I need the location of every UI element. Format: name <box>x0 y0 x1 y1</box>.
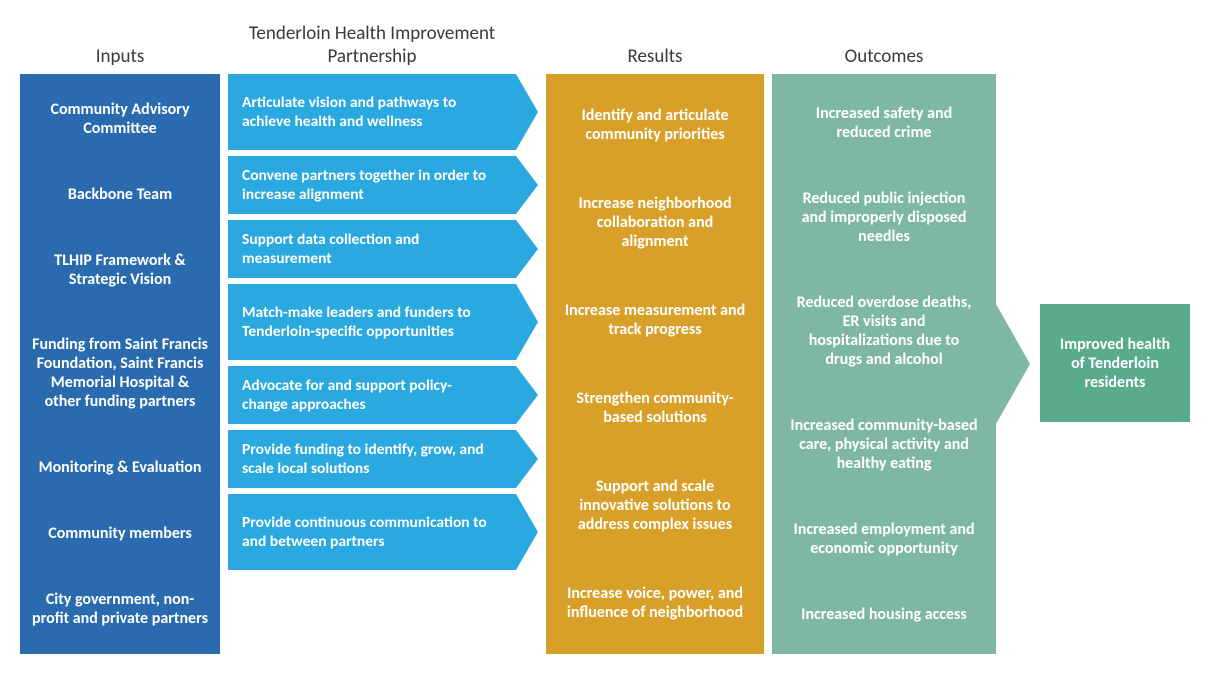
header-partnership: Tenderloin Health Improvement Partnershi… <box>228 20 516 74</box>
outcomes-arrow: Increased safety and reduced crime Reduc… <box>772 74 996 654</box>
inputs-item: Backbone Team <box>32 185 208 204</box>
outcomes-item: Reduced overdose deaths, ER visits and h… <box>790 293 978 369</box>
partnership-arrow: Provide continuous communication to and … <box>228 494 516 570</box>
results-item: Strengthen community-based solutions <box>562 389 748 427</box>
partnership-arrow-list: Articulate vision and pathways to achiev… <box>228 74 516 570</box>
inputs-item: Funding from Saint Francis Foundation, S… <box>32 335 208 411</box>
partnership-arrow: Convene partners together in order to in… <box>228 156 516 214</box>
results-item: Support and scale innovative solutions t… <box>562 477 748 534</box>
results-item: Increase voice, power, and influence of … <box>562 584 748 622</box>
inputs-item: City government, non-profit and private … <box>32 590 208 628</box>
spacer <box>1040 20 1190 304</box>
outcomes-item: Increased community-based care, physical… <box>790 416 978 473</box>
column-results: Results Identify and articulate communit… <box>546 20 764 654</box>
partnership-arrow: Articulate vision and pathways to achiev… <box>228 74 516 150</box>
inputs-box: Community Advisory Committee Backbone Te… <box>20 74 220 654</box>
inputs-item: Community Advisory Committee <box>32 100 208 138</box>
partnership-arrow: Advocate for and support policy-change a… <box>228 366 516 424</box>
header-results: Results <box>546 20 764 74</box>
header-outcomes: Outcomes <box>772 20 996 74</box>
results-box: Identify and articulate community priori… <box>546 74 764 654</box>
inputs-item: Community members <box>32 524 208 543</box>
logic-model-diagram: Inputs Community Advisory Committee Back… <box>20 20 1206 654</box>
outcomes-item: Reduced public injection and improperly … <box>790 189 978 246</box>
outcomes-item: Increased employment and economic opport… <box>790 520 978 558</box>
results-item: Increase measurement and track progress <box>562 301 748 339</box>
column-final: Improved health of Tenderloin residents <box>1040 20 1190 422</box>
results-item: Increase neighborhood collaboration and … <box>562 194 748 251</box>
partnership-arrow: Match-make leaders and funders to Tender… <box>228 284 516 360</box>
outcomes-item: Increased housing access <box>790 605 978 624</box>
partnership-arrow: Provide funding to identify, grow, and s… <box>228 430 516 488</box>
column-inputs: Inputs Community Advisory Committee Back… <box>20 20 220 654</box>
inputs-item: TLHIP Framework & Strategic Vision <box>32 251 208 289</box>
inputs-item: Monitoring & Evaluation <box>32 458 208 477</box>
final-outcome-box: Improved health of Tenderloin residents <box>1040 304 1190 422</box>
column-partnership: Tenderloin Health Improvement Partnershi… <box>228 20 516 570</box>
outcomes-item: Increased safety and reduced crime <box>790 104 978 142</box>
results-item: Identify and articulate community priori… <box>562 106 748 144</box>
partnership-arrow: Support data collection and measurement <box>228 220 516 278</box>
header-inputs: Inputs <box>20 20 220 74</box>
column-outcomes: Outcomes Increased safety and reduced cr… <box>772 20 996 654</box>
